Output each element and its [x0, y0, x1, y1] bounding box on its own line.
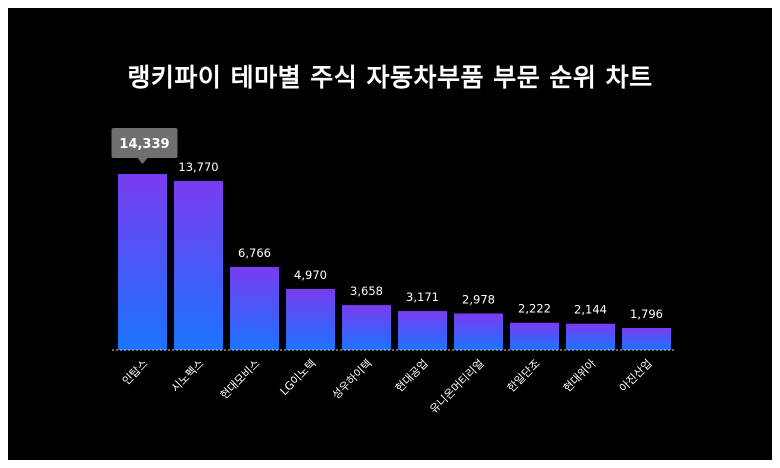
bar-5	[342, 305, 391, 350]
category-label-3: 현대모비스	[218, 357, 263, 402]
bar-3	[230, 266, 279, 350]
value-label-10: 1,796	[630, 307, 663, 321]
bar-8	[510, 322, 559, 350]
labels-layer: 13,770 6,766 4,970 3,658 3,171 2,978 2,222 2,14…	[178, 160, 663, 321]
value-label-4: 4,970	[294, 268, 327, 282]
category-label-1: 인탑스	[120, 357, 151, 388]
chart-title: 랭키파이 테마별 주식 자동차부품 부문 순위 차트	[127, 63, 653, 92]
category-label-6: 현대공업	[393, 357, 431, 395]
highlight-callout-pointer	[137, 158, 148, 164]
category-label-10: 아진산업	[617, 357, 655, 395]
bar-2	[174, 180, 223, 350]
callout-layer: 14,339	[111, 128, 178, 164]
highlight-callout-label: 14,339	[119, 137, 169, 152]
category-label-7: 유니온머티리얼	[427, 356, 487, 416]
bar-1	[118, 174, 167, 350]
bar-6	[398, 311, 447, 350]
bar-4	[286, 288, 335, 350]
category-label-9: 현대위아	[561, 357, 599, 395]
value-label-6: 3,171	[406, 290, 439, 304]
highlight-callout-box	[111, 128, 178, 158]
bar-9	[566, 323, 615, 350]
bar-7	[454, 313, 503, 350]
value-label-2: 13,770	[178, 160, 218, 174]
chart-panel: 랭키파이 테마별 주식 자동차부품 부문 순위 차트 13,770 6,766 4,…	[8, 8, 772, 460]
bar-10	[622, 327, 671, 350]
value-label-3: 6,766	[238, 246, 271, 260]
bar-chart: 13,770 6,766 4,970 3,658 3,171 2,978 2,222 2,14…	[111, 128, 676, 416]
category-label-4: LG이노텍	[278, 357, 319, 398]
category-label-8: 한일단조	[504, 356, 543, 395]
bars-layer	[118, 174, 671, 350]
value-label-8: 2,222	[518, 302, 551, 316]
value-label-5: 3,658	[350, 284, 383, 298]
category-label-5: 성우하이텍	[329, 356, 375, 402]
category-label-2: 시노펙스	[169, 357, 207, 395]
value-label-7: 2,978	[462, 292, 495, 306]
value-label-9: 2,144	[574, 303, 607, 317]
